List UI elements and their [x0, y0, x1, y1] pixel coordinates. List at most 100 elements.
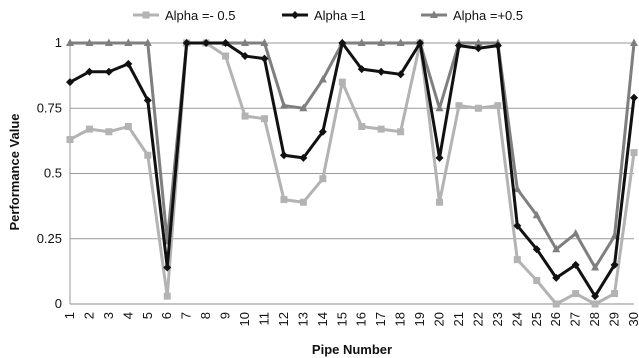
y-tick-label: 0.75 [37, 100, 62, 115]
data-point [532, 245, 541, 254]
data-point [591, 300, 599, 308]
x-tick-label: 29 [607, 312, 622, 326]
data-point [124, 123, 132, 131]
data-point [143, 38, 152, 46]
y-tick-label: 1 [55, 35, 62, 50]
legend-label: Alpha =1 [314, 8, 366, 23]
legend-swatch-marker [430, 10, 438, 18]
y-tick-label: 0.25 [37, 231, 62, 246]
series-3 [66, 38, 638, 271]
data-point [85, 38, 94, 46]
data-point [474, 104, 482, 112]
data-point [630, 93, 638, 102]
data-point [357, 65, 366, 74]
data-point [105, 128, 113, 136]
data-point [319, 175, 327, 183]
data-point [397, 128, 405, 136]
legend-item: Alpha =1 [282, 8, 366, 23]
data-point [182, 39, 191, 47]
x-tick-label: 14 [315, 312, 330, 326]
x-tick-label: 25 [529, 312, 544, 326]
legend-swatch-marker [291, 11, 299, 19]
x-tick-label: 8 [198, 312, 213, 319]
data-point [338, 39, 347, 47]
data-point [163, 292, 171, 300]
data-point [396, 70, 405, 79]
data-point [104, 67, 113, 76]
data-point [571, 260, 580, 269]
x-tick-label: 23 [490, 312, 505, 326]
data-point [493, 41, 502, 50]
legend: Alpha =- 0.5 Alpha =1 Alpha =+0.5 [133, 8, 523, 23]
legend-label: Alpha =- 0.5 [165, 8, 235, 23]
data-point [279, 101, 288, 109]
series-line [69, 41, 636, 306]
x-axis: 1 2 3 4 5 6 7 8 9 10 11 12 13 14 15 16 17 18 19 20 21 22 23 24 2… [62, 303, 639, 326]
data-point [474, 44, 483, 53]
data-point [104, 38, 113, 46]
data-point [377, 125, 385, 133]
data-point [455, 102, 463, 110]
data-point [202, 39, 211, 47]
data-point [377, 67, 386, 76]
data-point [572, 290, 580, 298]
data-point [144, 151, 152, 159]
y-axis-title: Performance Value [7, 113, 22, 230]
series-2 [66, 39, 638, 301]
data-point [241, 38, 250, 46]
data-point [454, 41, 463, 50]
data-point [513, 184, 522, 193]
data-point [494, 102, 502, 110]
data-point [163, 263, 172, 272]
data-point [299, 153, 308, 162]
legend-swatch-marker [142, 11, 150, 19]
x-tick-label: 12 [276, 312, 291, 326]
data-point [221, 39, 230, 47]
data-point [396, 38, 405, 46]
series-line [70, 41, 636, 269]
data-point [280, 196, 288, 204]
x-tick-label: 28 [587, 312, 602, 326]
data-point [611, 290, 619, 298]
x-tick-label: 20 [432, 312, 447, 326]
data-point [552, 244, 561, 253]
data-point [241, 52, 250, 61]
x-tick-label: 1 [62, 312, 77, 319]
data-point [416, 39, 425, 47]
series-layer [66, 38, 638, 308]
series-1 [66, 39, 638, 308]
data-point [435, 153, 444, 162]
x-tick-label: 5 [140, 312, 155, 319]
data-point [591, 262, 600, 271]
x-tick-label: 26 [548, 312, 563, 326]
data-point [591, 292, 600, 301]
x-tick-label: 11 [256, 312, 271, 326]
data-point [338, 78, 346, 86]
legend-item: Alpha =+0.5 [421, 8, 523, 23]
data-point [532, 210, 541, 219]
x-tick-label: 27 [568, 312, 583, 326]
data-point [260, 115, 268, 123]
data-point [279, 151, 288, 160]
data-point [260, 38, 269, 46]
x-axis-title: Pipe Number [312, 342, 392, 357]
data-point [474, 38, 483, 46]
y-tick-label: 0 [55, 296, 62, 311]
x-tick-label: 21 [451, 312, 466, 326]
x-tick-label: 2 [81, 312, 96, 319]
x-tick-label: 18 [393, 312, 408, 326]
x-tick-label: 3 [101, 312, 116, 319]
data-point [630, 38, 638, 46]
data-point [357, 38, 366, 46]
x-tick-label: 24 [509, 312, 524, 326]
data-point [571, 229, 580, 237]
data-point [299, 198, 307, 206]
data-point [85, 67, 94, 76]
x-tick-label: 22 [470, 312, 485, 326]
data-point [513, 221, 522, 230]
gridlines [70, 42, 634, 305]
legend-label: Alpha =+0.5 [453, 8, 523, 23]
data-point [241, 112, 249, 120]
data-point [552, 300, 560, 308]
